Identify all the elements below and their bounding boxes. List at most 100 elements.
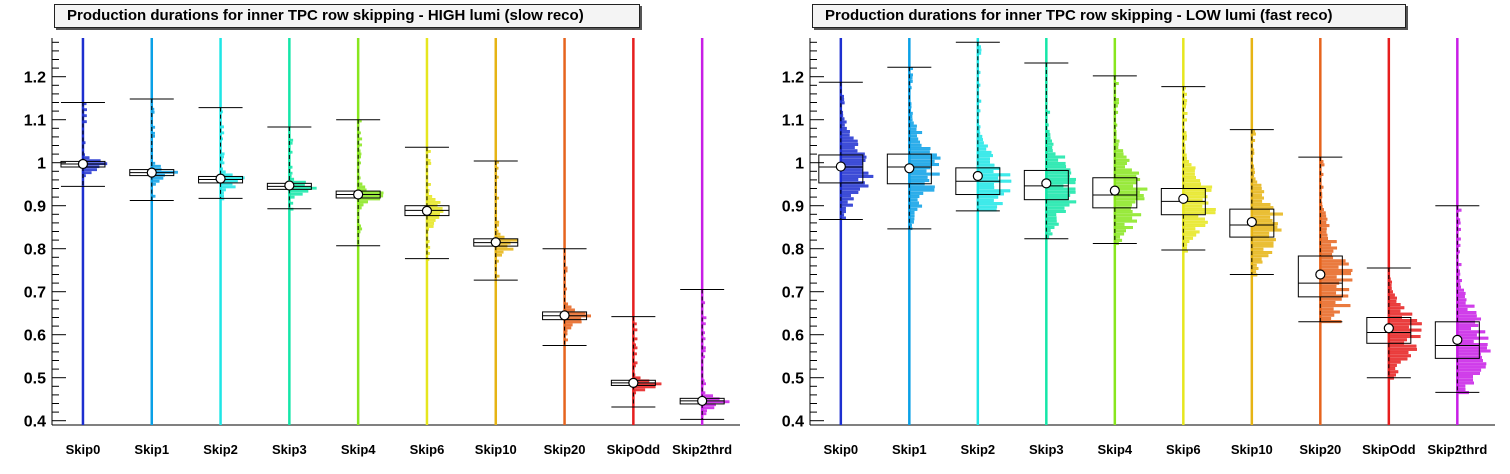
mean-marker [1041, 178, 1052, 189]
histogram-bin [909, 223, 912, 227]
histogram-bin [1114, 197, 1145, 201]
histogram-bin [633, 337, 638, 341]
histogram-bin [977, 202, 1003, 206]
histogram-bin [909, 185, 935, 189]
histogram-bin [1114, 181, 1137, 185]
histogram-bin [1457, 250, 1460, 254]
box [1229, 208, 1275, 238]
histogram-bin [909, 105, 912, 109]
x-tick-label: Skip0 [66, 442, 101, 457]
histogram-bin [1320, 256, 1334, 260]
x-tick-label: Skip2 [960, 442, 995, 457]
histogram-bin [426, 183, 431, 186]
histogram-bin [1457, 387, 1466, 391]
histogram-bin [1183, 236, 1194, 240]
histogram-bin [1183, 230, 1200, 234]
histogram-bin [840, 178, 859, 182]
histogram-bin [357, 182, 363, 186]
histogram-bin [1183, 92, 1187, 96]
histogram-bin [495, 232, 501, 236]
histogram-bin [1320, 310, 1340, 314]
histogram-bin [564, 338, 568, 342]
histogram-bin [909, 150, 930, 154]
histogram-bin [1320, 259, 1346, 263]
histogram-bin [1251, 241, 1274, 245]
histogram-bin [1251, 231, 1270, 235]
histogram-bin [977, 195, 999, 199]
histogram-bin [1046, 171, 1072, 175]
histogram-bin [1251, 148, 1255, 152]
histogram-bin [1251, 190, 1265, 194]
y-tick-label: 0.7 [24, 285, 46, 302]
mean-marker [1452, 334, 1463, 345]
histogram-bin [1388, 373, 1396, 377]
histogram-bin [1114, 216, 1133, 220]
box [1366, 317, 1412, 344]
histogram-bin [1183, 246, 1187, 250]
histogram-bin [1320, 230, 1327, 234]
x-tick-label: Skip4 [341, 442, 376, 457]
histogram-bin [1320, 201, 1323, 205]
histogram-bin [289, 138, 294, 142]
box [1297, 255, 1343, 298]
histogram-bin [1457, 375, 1473, 379]
histogram-bin [357, 185, 366, 189]
histogram-bin [289, 192, 303, 196]
histogram-bin [840, 126, 847, 130]
x-tick-label: Skip2 [203, 442, 238, 457]
histogram-bin [426, 225, 434, 228]
histogram-bin [909, 175, 928, 179]
histogram-bin [1320, 160, 1324, 164]
histogram-bin [1320, 240, 1337, 244]
histogram-bin [1320, 163, 1325, 167]
histogram-bin [357, 137, 363, 141]
y-tick-label: 0.4 [782, 414, 804, 431]
histogram-bin [977, 157, 990, 161]
histogram-bin [1046, 165, 1067, 169]
histogram-bin [1183, 243, 1188, 247]
histogram-bin [1388, 360, 1401, 364]
histogram-bin [840, 123, 845, 127]
histogram-bin [1251, 199, 1263, 203]
histogram-bin [1457, 272, 1461, 276]
histogram-bin [1183, 172, 1195, 176]
histogram-bin [1046, 219, 1057, 223]
histogram-bin [1046, 158, 1059, 162]
histogram-bin [1046, 225, 1055, 229]
histogram-bin [1457, 263, 1462, 267]
histogram-bin [495, 253, 502, 257]
mean-marker [421, 205, 433, 216]
histogram-bin [1457, 227, 1461, 231]
x-tick-label: Skip1 [892, 442, 927, 457]
histogram-bin [357, 230, 361, 234]
y-tick-label: 0.6 [782, 328, 804, 345]
histogram-bin [909, 124, 917, 128]
histogram-bin [840, 133, 850, 137]
histogram-bin [1183, 191, 1206, 195]
histogram-bin [1183, 163, 1192, 167]
histogram-bin [840, 200, 848, 204]
histogram-bin [909, 163, 939, 167]
histogram-bin [1046, 123, 1049, 127]
histogram-bin [1183, 223, 1206, 227]
histogram-bin [426, 162, 432, 165]
histogram-bin [564, 308, 575, 312]
histogram-bin [1457, 362, 1487, 366]
histogram-bin [1046, 232, 1053, 236]
histogram-bin [701, 391, 706, 395]
histogram-bin [1251, 212, 1283, 216]
histogram-bin [1251, 238, 1276, 242]
histogram-bin [564, 287, 568, 291]
histogram-bin [977, 109, 981, 113]
histogram-bin [909, 217, 915, 221]
histogram-bin [357, 152, 362, 156]
histogram-bin [1114, 232, 1125, 236]
histogram-bin [1457, 381, 1474, 385]
histogram-bin [909, 159, 935, 163]
histogram-bin [289, 189, 309, 193]
histogram-bin [840, 142, 859, 146]
histogram-bin [1388, 303, 1401, 307]
histogram-bin [1388, 319, 1418, 323]
histogram-bin [977, 147, 987, 151]
histogram-bin [1251, 254, 1269, 258]
